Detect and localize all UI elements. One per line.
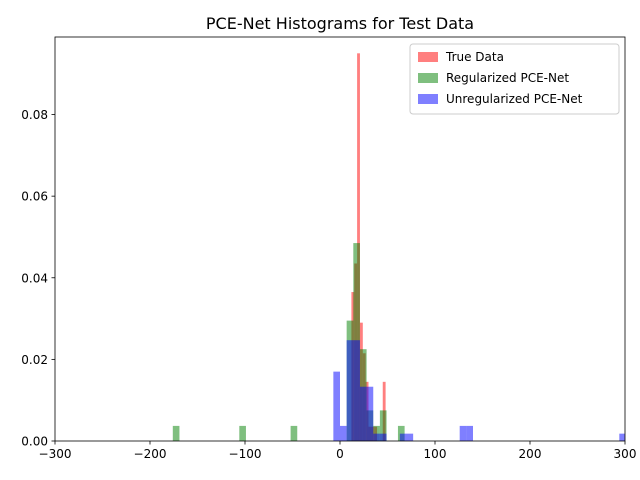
histogram-bar-s1-b8	[379, 410, 387, 441]
histogram-bar-s1-b2	[290, 425, 298, 441]
legend-box	[409, 43, 620, 115]
x-tick-label: −100	[229, 447, 262, 461]
y-tick-label: 0.00	[21, 435, 48, 449]
legend-label: Regularized PCE-Net	[446, 71, 569, 85]
y-tick-label: 0.06	[21, 190, 48, 204]
legend-label: Unregularized PCE-Net	[446, 92, 583, 106]
histogram-bar-s2-b1	[340, 425, 347, 441]
y-tick-label: 0.04	[21, 271, 48, 285]
histogram-bar-s2-b8	[399, 433, 407, 441]
histogram-bar-s2-b0	[333, 371, 340, 441]
y-tick-label: 0.08	[21, 108, 48, 122]
histogram-bar-s2-b10	[459, 425, 467, 441]
x-tick-label: −200	[134, 447, 167, 461]
x-tick-label: 100	[424, 447, 447, 461]
legend: True Data Regularized PCE-Net Unregularize…	[409, 43, 620, 115]
x-tick-label: 0	[336, 447, 344, 461]
chart-title: PCE-Net Histograms for Test Data	[206, 14, 474, 33]
legend-swatch	[418, 94, 438, 104]
histogram-bar-s2-b11	[466, 425, 473, 441]
y-tick-label: 0.02	[21, 353, 48, 367]
histogram-bar-s2-b7	[379, 433, 387, 441]
histogram-bar-s2-b12	[619, 433, 625, 441]
x-tick-label: −300	[39, 447, 72, 461]
legend-label: True Data	[445, 50, 504, 64]
histogram-bar-s2-b5	[366, 386, 374, 441]
histogram-bar-s2-b9	[406, 433, 414, 441]
x-tick-label: 200	[519, 447, 542, 461]
tick-marks: −300 −200 −100 0 100 200 300 0.00 0.02 0.04 0.06 0.…	[21, 108, 636, 461]
legend-swatch	[418, 73, 438, 83]
histogram-bars	[172, 53, 625, 441]
histogram-bar-s2-b6	[373, 433, 380, 441]
histogram-bar-s2-b2	[346, 340, 354, 441]
histogram-bar-s1-b1	[239, 425, 246, 441]
histogram-bar-s1-b9	[397, 425, 405, 441]
histogram-bar-s1-b7	[373, 425, 380, 441]
histogram-bar-s2-b3	[353, 340, 360, 441]
histogram-bar-s1-b0	[172, 425, 180, 441]
histogram-bar-s2-b4	[359, 386, 367, 441]
x-tick-label: 300	[614, 447, 637, 461]
legend-swatch	[418, 52, 438, 62]
